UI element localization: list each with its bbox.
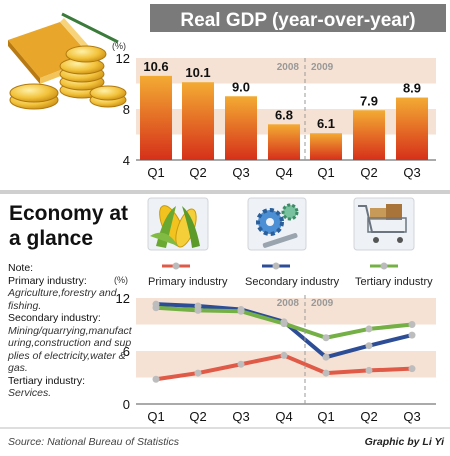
bottom-y-tick-1: 6 [123, 344, 130, 359]
point-tertiary-3 [280, 320, 288, 328]
gdp-value-label-6: 8.9 [403, 81, 421, 96]
top-category-0: Q1 [147, 165, 164, 180]
gdp-bar-6 [396, 97, 428, 160]
bottom-category-3: Q4 [275, 409, 292, 424]
point-tertiary-1 [194, 306, 202, 314]
note-primary-heading: Primary industry: [8, 274, 87, 287]
top-year-2009: 2009 [311, 62, 334, 73]
point-primary-5 [365, 366, 373, 374]
gdp-value-label-5: 7.9 [360, 93, 378, 108]
bottom-y-tick-2: 12 [116, 291, 130, 306]
corn-icon [147, 197, 209, 251]
legend-tertiary-label: Tertiary industry [355, 276, 433, 288]
point-primary-3 [280, 351, 288, 359]
top-y-tick-0: 4 [123, 153, 130, 168]
bottom-y-tick-0: 0 [123, 397, 130, 412]
industry-definitions-note: Note: Primary industry: Agriculture,fore… [8, 262, 132, 400]
gdp-value-label-0: 10.6 [143, 59, 168, 74]
bottom-year-2009: 2009 [311, 298, 334, 309]
point-tertiary-5 [365, 325, 373, 333]
top-y-tick-2: 12 [116, 51, 130, 66]
bottom-title-line1: Economy at [9, 202, 128, 225]
legend-tertiary-marker [380, 262, 388, 270]
top-chart-title: Real GDP (year-over-year) [180, 10, 415, 31]
note-secondary-heading: Secondary industry: [8, 312, 101, 324]
point-tertiary-4 [322, 334, 330, 342]
industry-line-chart: (%) 0 6 12 Q1 Q2 Q3 Q4 Q1 Q2 Q3 2008 2009 [114, 275, 436, 424]
point-secondary-6 [408, 331, 416, 339]
legend-primary-marker [172, 262, 180, 270]
top-category-6: Q3 [403, 165, 420, 180]
shopping-cart-icon [353, 197, 415, 251]
bottom-category-5: Q2 [360, 409, 377, 424]
top-category-4: Q1 [317, 165, 334, 180]
gdp-value-label-2: 9.0 [232, 79, 250, 94]
bottom-category-4: Q1 [317, 409, 334, 424]
legend-primary-label: Primary industry [148, 276, 228, 288]
point-primary-2 [237, 360, 245, 368]
point-primary-6 [408, 365, 416, 373]
source-note: Source: National Bureau of Statistics [8, 436, 180, 448]
legend-secondary-marker [272, 262, 280, 270]
note-primary-text: Agriculture,forestry and fishing. [8, 287, 117, 312]
bottom-category-2: Q3 [232, 409, 249, 424]
point-tertiary-2 [237, 307, 245, 315]
top-title-bar [150, 4, 446, 32]
note-label: Note: [8, 262, 34, 274]
note-tertiary-text: Services. [8, 387, 52, 399]
point-primary-0 [152, 375, 160, 383]
gears-wrench-icon [247, 197, 307, 251]
bottom-unit-label: (%) [114, 275, 128, 285]
top-y-tick-1: 8 [123, 102, 130, 117]
gdp-bar-4 [310, 133, 342, 160]
top-band-upper [136, 58, 436, 84]
bottom-legend: Primary industry Secondary industry Tert… [148, 262, 433, 288]
top-unit-label: (%) [112, 41, 126, 51]
gdp-value-label-4: 6.1 [317, 116, 335, 131]
gdp-bar-5 [353, 110, 385, 160]
panel-divider [0, 190, 450, 194]
top-category-2: Q3 [232, 165, 249, 180]
gdp-bar-0 [140, 75, 172, 160]
point-secondary-4 [322, 353, 330, 361]
gdp-value-label-3: 6.8 [275, 107, 293, 122]
bottom-year-2008: 2008 [277, 298, 300, 309]
note-tertiary-heading: Tertiary industry: [8, 374, 86, 387]
top-category-3: Q4 [275, 165, 292, 180]
bottom-category-1: Q2 [189, 409, 206, 424]
point-tertiary-6 [408, 321, 416, 328]
gdp-bar-chart: (%) 10.6 10.1 9.0 6.8 6.1 7.9 8.9 4 8 12 Q1 Q2 Q3 Q… [112, 41, 436, 180]
gdp-value-label-1: 10.1 [185, 65, 210, 80]
note-secondary-text: Mining/quarrying,manufacturing,construct… [8, 324, 132, 375]
coins-book-icon [8, 12, 127, 110]
gdp-bar-3 [268, 124, 300, 160]
top-year-2008: 2008 [277, 62, 300, 73]
bottom-category-0: Q1 [147, 409, 164, 424]
bottom-category-6: Q3 [403, 409, 420, 424]
point-tertiary-0 [152, 304, 160, 312]
point-primary-1 [194, 369, 202, 377]
point-secondary-5 [365, 342, 373, 350]
top-category-1: Q2 [189, 165, 206, 180]
graphic-credit: Graphic by Li Yi [365, 436, 445, 448]
point-primary-4 [322, 369, 330, 377]
bottom-title-line2: a glance [9, 227, 93, 250]
top-category-5: Q2 [360, 165, 377, 180]
legend-secondary-label: Secondary industry [245, 276, 340, 288]
gdp-bar-2 [225, 96, 257, 160]
gdp-bar-1 [182, 82, 214, 160]
